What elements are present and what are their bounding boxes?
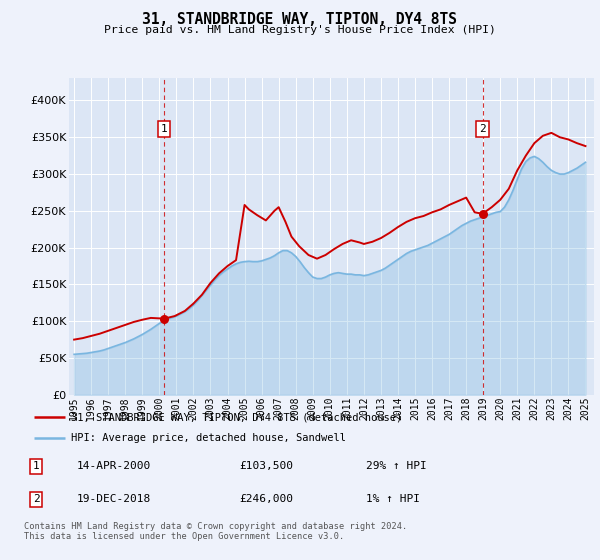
Text: 1: 1 [33, 461, 40, 472]
Text: 29% ↑ HPI: 29% ↑ HPI [366, 461, 427, 472]
Text: 31, STANDBRIDGE WAY, TIPTON, DY4 8TS: 31, STANDBRIDGE WAY, TIPTON, DY4 8TS [143, 12, 458, 27]
Text: 31, STANDBRIDGE WAY, TIPTON, DY4 8TS (detached house): 31, STANDBRIDGE WAY, TIPTON, DY4 8TS (de… [71, 412, 402, 422]
Text: Contains HM Land Registry data © Crown copyright and database right 2024.
This d: Contains HM Land Registry data © Crown c… [24, 522, 407, 542]
Text: 1: 1 [161, 124, 167, 134]
Text: 14-APR-2000: 14-APR-2000 [76, 461, 151, 472]
Text: £246,000: £246,000 [239, 494, 293, 505]
Text: 2: 2 [479, 124, 486, 134]
Text: HPI: Average price, detached house, Sandwell: HPI: Average price, detached house, Sand… [71, 433, 346, 443]
Text: 19-DEC-2018: 19-DEC-2018 [76, 494, 151, 505]
Text: 2: 2 [33, 494, 40, 505]
Text: Price paid vs. HM Land Registry's House Price Index (HPI): Price paid vs. HM Land Registry's House … [104, 25, 496, 35]
Text: £103,500: £103,500 [239, 461, 293, 472]
Text: 1% ↑ HPI: 1% ↑ HPI [366, 494, 420, 505]
